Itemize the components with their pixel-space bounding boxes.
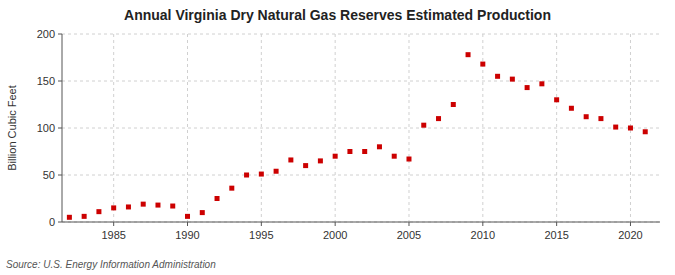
grid-line-y [62,175,660,176]
grid-line-x [261,34,262,222]
point [347,149,352,154]
title: Annual Virginia Dry Natural Gas Reserves… [124,7,551,23]
point [643,129,648,134]
point [141,202,146,207]
y-tick-label: 50 [43,169,55,181]
point [111,205,116,210]
x-tick [556,222,557,226]
point [480,62,485,67]
y-tick-label: 150 [37,75,55,87]
y-axis-label: Billion Cubic Feet [6,85,18,171]
grid-line-x [556,34,557,222]
point [598,116,603,121]
point [215,196,220,201]
grid-line-x [408,34,409,222]
point [406,157,411,162]
point [510,77,515,82]
x-tick-label: 1995 [249,229,273,241]
point [613,125,618,130]
grid-line-y [62,34,660,35]
x-tick-label: 2020 [618,229,642,241]
point [155,203,160,208]
grid-line-x [113,34,114,222]
y-tick [58,128,62,129]
point [436,116,441,121]
point [288,157,293,162]
x-tick [335,222,336,226]
x-tick [261,222,262,226]
point [392,154,397,159]
point [200,210,205,215]
y-tick [58,81,62,82]
x-tick-label: 2000 [323,229,347,241]
point [229,186,234,191]
point [96,209,101,214]
point [126,204,131,209]
source-annotation: Source: U.S. Energy Information Administ… [6,259,216,270]
y-axis: 0 50 100 150 200 [37,28,62,228]
y-tick [58,175,62,176]
y-tick [58,34,62,35]
point [362,149,367,154]
point [584,114,589,119]
x-tick-label: 1990 [175,229,199,241]
grid-line-y [62,81,660,82]
x-tick-label: 2015 [544,229,568,241]
data-points [67,52,648,220]
y-axis-line [62,34,63,222]
point [451,102,456,107]
point [466,52,471,57]
y-tick [58,222,62,223]
x-tick [113,222,114,226]
grid-line-y [62,128,660,129]
point [318,158,323,163]
point [259,172,264,177]
point [525,85,530,90]
x-tick [408,222,409,226]
x-axis: 1985 1990 1995 2000 2005 2010 2015 2020 [62,222,660,241]
point [244,173,249,178]
point [274,169,279,174]
x-tick-label: 2005 [397,229,421,241]
y-tick-label: 100 [37,122,55,134]
grid-line-x [335,34,336,222]
point [539,81,544,86]
point [628,126,633,131]
point [377,144,382,149]
point [421,123,426,128]
point [67,215,72,220]
x-tick [187,222,188,226]
x-tick [630,222,631,226]
point [303,163,308,168]
x-axis-line [62,222,660,223]
grid-line-y [62,222,660,223]
grid-line-x [187,34,188,222]
point [333,154,338,159]
point [170,204,175,209]
y-tick-label: 200 [37,28,55,40]
point [569,106,574,111]
point [82,214,87,219]
y-tick-label: 0 [49,216,55,228]
x-tick [482,222,483,226]
point [554,97,559,102]
x-tick-label: 1985 [101,229,125,241]
point [495,74,500,79]
chart: Annual Virginia Dry Natural Gas Reserves… [0,0,675,275]
point [185,214,190,219]
x-tick-label: 2010 [471,229,495,241]
grid [62,34,660,222]
